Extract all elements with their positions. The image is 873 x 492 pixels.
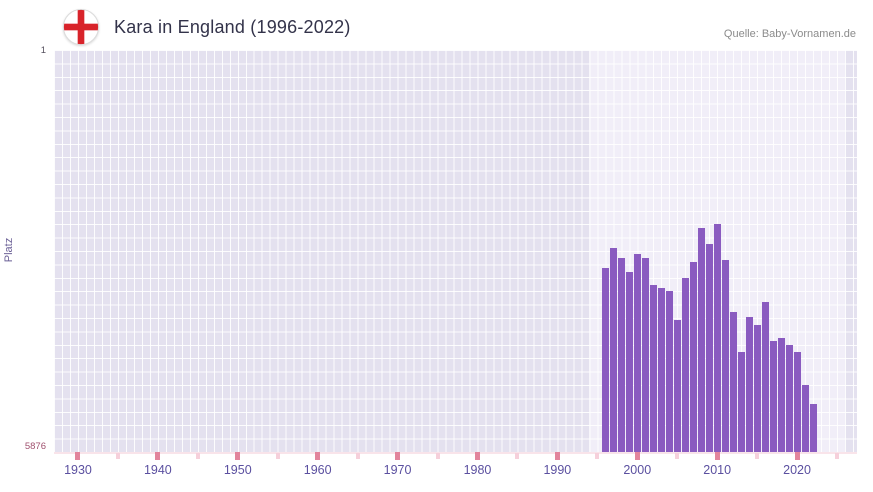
- bar-2005[interactable]: [673, 319, 681, 452]
- x-axis-minor-tick-1975: [435, 453, 440, 459]
- y-axis-title: Platz: [3, 237, 15, 263]
- x-axis-tick-1930: [75, 452, 81, 460]
- source-credit: Quelle: Baby-Vornamen.de: [723, 28, 856, 40]
- x-axis-tick-1980: [474, 452, 480, 460]
- bar-2016[interactable]: [761, 301, 769, 452]
- x-axis-minor-tick-1985: [515, 453, 520, 459]
- bar-2010[interactable]: [713, 223, 721, 452]
- bar-2020[interactable]: [793, 351, 801, 452]
- bar-2014[interactable]: [745, 317, 753, 452]
- bar-2003[interactable]: [657, 288, 665, 452]
- bar-2002[interactable]: [649, 284, 657, 452]
- x-axis-tick-1990: [554, 452, 560, 460]
- bar-1999[interactable]: [625, 271, 633, 452]
- x-axis-minor-tick-2015: [755, 453, 760, 459]
- y-axis-max-label: 1: [40, 45, 46, 56]
- x-axis-minor-tick-2025: [835, 453, 840, 459]
- x-axis-minor-tick-1935: [115, 453, 120, 459]
- page-title: Kara in England (1996-2022): [114, 16, 351, 37]
- x-axis-label-1940: 1940: [143, 463, 172, 477]
- x-axis: 1930 1940 1950 1960 1970 1980 1990 2000 2010 2020: [54, 452, 857, 486]
- bar-2019[interactable]: [785, 344, 793, 452]
- x-axis-minor-tick-1995: [595, 453, 600, 459]
- x-axis-label-1990: 1990: [543, 463, 572, 477]
- bar-1998[interactable]: [617, 257, 625, 452]
- x-axis-minor-tick-2005: [675, 453, 680, 459]
- x-axis-baseline: [54, 452, 857, 454]
- bar-2008[interactable]: [697, 227, 705, 452]
- x-axis-label-1980: 1980: [463, 463, 492, 477]
- y-axis-min-label: 5876: [24, 441, 46, 452]
- bar-2018[interactable]: [777, 338, 785, 452]
- x-axis-label-2020: 2020: [783, 463, 811, 477]
- x-axis-label-1970: 1970: [383, 463, 412, 477]
- x-axis-tick-1960: [315, 452, 321, 460]
- england-flag-icon: [62, 8, 100, 46]
- bar-2012[interactable]: [729, 312, 737, 452]
- bar-2011[interactable]: [721, 260, 729, 452]
- bar-2013[interactable]: [737, 351, 745, 452]
- x-axis-label-2010: 2010: [703, 463, 732, 477]
- x-axis-minor-tick-1945: [195, 453, 200, 459]
- x-axis-label-2000: 2000: [623, 463, 652, 477]
- x-axis-tick-2020: [794, 452, 800, 460]
- x-axis-minor-tick-1965: [355, 453, 360, 459]
- bar-2004[interactable]: [665, 291, 673, 452]
- bars-layer: [54, 50, 857, 452]
- x-axis-label-1950: 1950: [223, 463, 252, 477]
- x-axis-label-1930: 1930: [64, 463, 92, 477]
- bar-2000[interactable]: [633, 253, 641, 452]
- bar-2015[interactable]: [753, 325, 761, 452]
- x-axis-tick-2010: [714, 452, 720, 460]
- x-axis-tick-1940: [155, 452, 161, 460]
- x-axis-tick-1950: [235, 452, 241, 460]
- bar-2006[interactable]: [681, 277, 689, 452]
- chart-header: Kara in England (1996-2022): [62, 6, 351, 48]
- bar-2017[interactable]: [769, 341, 777, 452]
- bar-1997[interactable]: [609, 247, 617, 452]
- bar-1996[interactable]: [601, 267, 609, 452]
- x-axis-label-1960: 1960: [303, 463, 332, 477]
- bar-2022[interactable]: [809, 404, 817, 452]
- bar-2009[interactable]: [705, 243, 713, 452]
- bar-2021[interactable]: [801, 384, 809, 452]
- x-axis-tick-1970: [395, 452, 401, 460]
- x-axis-minor-tick-1955: [275, 453, 280, 459]
- plot-area: [54, 50, 857, 452]
- x-axis-tick-2000: [634, 452, 640, 460]
- bar-2007[interactable]: [689, 262, 697, 452]
- bar-2001[interactable]: [641, 257, 649, 452]
